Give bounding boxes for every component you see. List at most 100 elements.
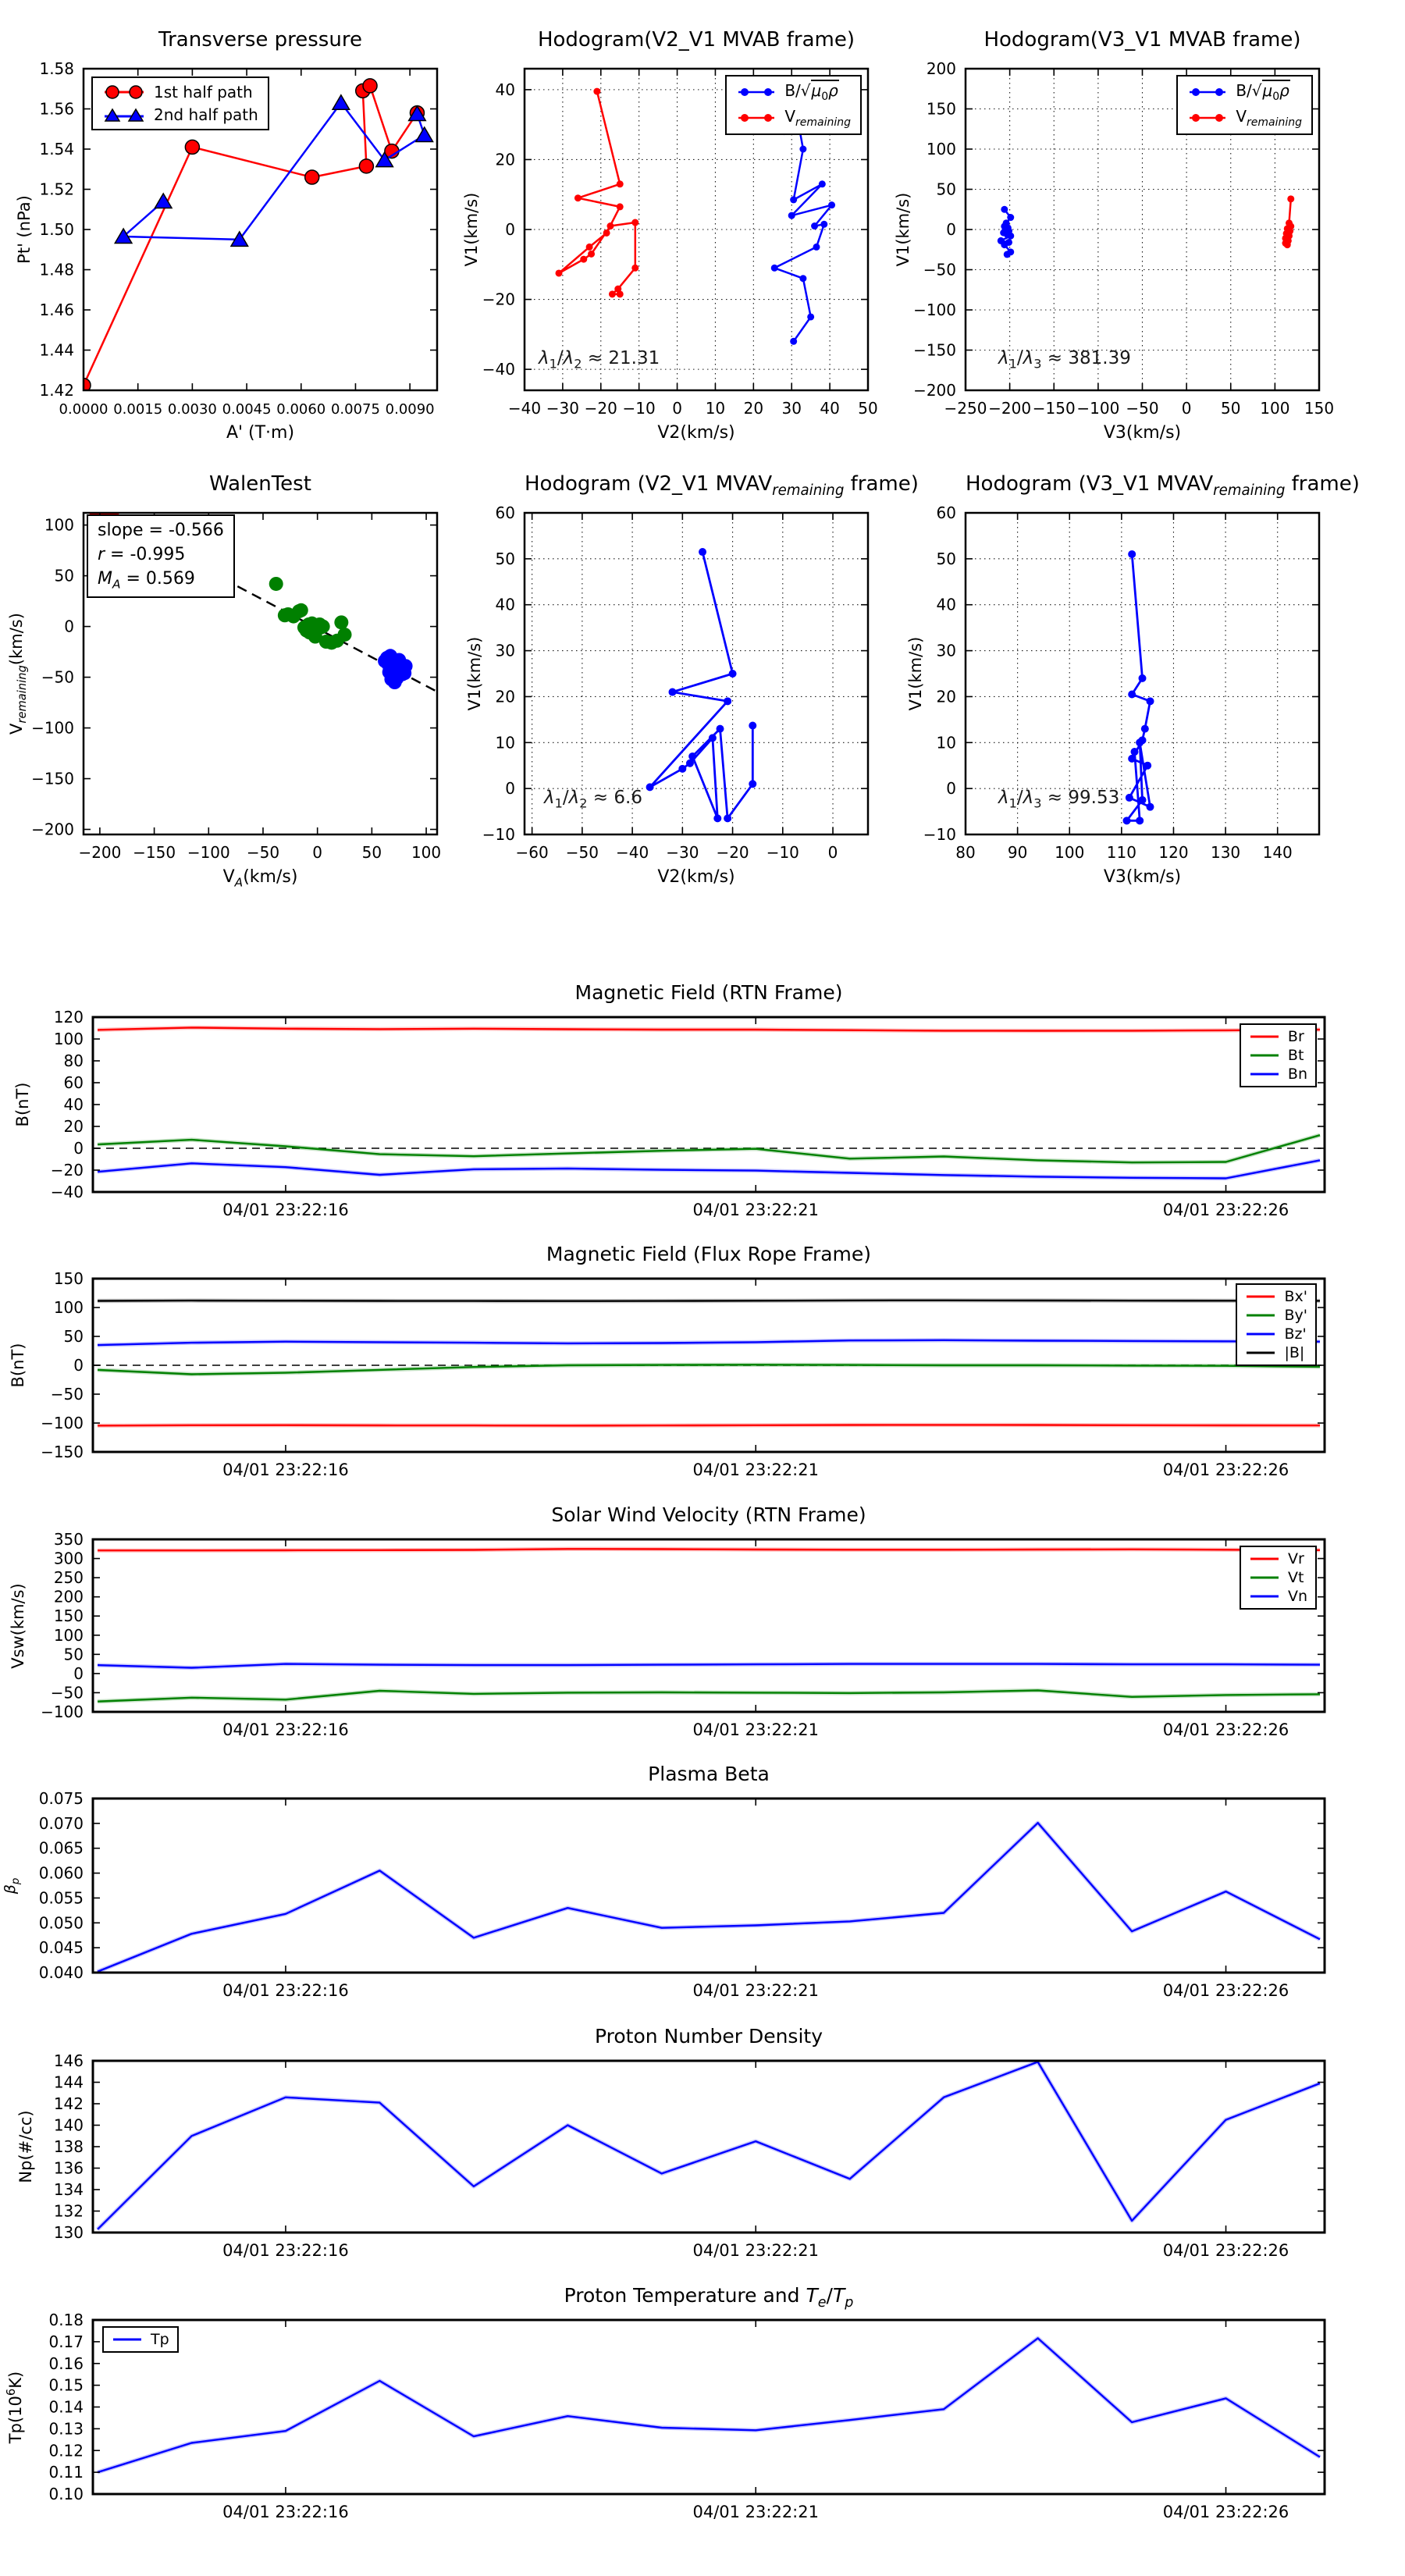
legend-item: 1st half path	[102, 83, 258, 101]
svg-text:80: 80	[64, 1051, 84, 1070]
line-icon	[1245, 1291, 1276, 1302]
chart-title: Hodogram (V2_V1 MVAVremaining frame)	[525, 472, 919, 500]
y-axis-label: Pt' (nPa)	[15, 195, 34, 264]
svg-text:−50: −50	[566, 843, 599, 862]
svg-text:0.0015: 0.0015	[113, 401, 162, 418]
svg-text:30: 30	[781, 399, 801, 418]
legend-label: Vt	[1287, 1569, 1304, 1586]
svg-text:0: 0	[64, 617, 74, 636]
line-icon	[1249, 1572, 1280, 1583]
x-axis-label: VA(km/s)	[222, 867, 298, 890]
svg-text:−40: −40	[482, 360, 515, 379]
line-icon	[1245, 1347, 1276, 1358]
svg-text:04/01 23:22:21: 04/01 23:22:21	[692, 2241, 819, 2260]
line-icon	[112, 2334, 143, 2345]
svg-text:130: 130	[54, 2223, 84, 2242]
svg-text:−100: −100	[1076, 399, 1119, 418]
legend-label: 2nd half path	[154, 105, 258, 124]
legend: Vr Vt Vn	[1239, 1546, 1317, 1610]
svg-text:130: 130	[1211, 843, 1240, 862]
svg-text:04/01 23:22:26: 04/01 23:22:26	[1163, 1720, 1289, 1739]
svg-text:−30: −30	[666, 843, 699, 862]
svg-text:132: 132	[54, 2202, 84, 2221]
svg-text:0.0060: 0.0060	[276, 401, 325, 418]
svg-text:−100: −100	[41, 1703, 84, 1721]
svg-text:−30: −30	[546, 399, 579, 418]
svg-text:1.56: 1.56	[39, 100, 74, 119]
line-icon	[1249, 1591, 1280, 1602]
svg-text:04/01 23:22:16: 04/01 23:22:16	[222, 1201, 349, 1219]
svg-text:−60: −60	[516, 843, 549, 862]
svg-text:04/01 23:22:26: 04/01 23:22:26	[1163, 1201, 1289, 1219]
proton-temperature-plot: Proton Temperature and Te/Tp Tp(106K) 04…	[5, 2284, 1326, 2521]
svg-text:40: 40	[64, 1095, 84, 1114]
magnetic-field-rtn-plot: Magnetic Field (RTN Frame) B(nT) 04/01 2…	[13, 981, 1326, 1219]
svg-text:1.44: 1.44	[39, 341, 74, 360]
svg-text:80: 80	[955, 843, 975, 862]
svg-text:0.065: 0.065	[39, 1839, 84, 1858]
svg-text:200: 200	[927, 59, 956, 78]
plot-area: 04/01 23:22:16 04/01 23:22:21 04/01 23:22:…	[39, 1789, 1326, 2000]
svg-text:04/01 23:22:26: 04/01 23:22:26	[1163, 2241, 1289, 2260]
plot-area: 80 90 100 110 120 130 140 −10 0 10 20 30 40 50 60	[923, 503, 1321, 862]
svg-text:50: 50	[64, 1645, 84, 1663]
svg-text:−150: −150	[41, 1443, 84, 1461]
svg-text:60: 60	[937, 503, 956, 522]
svg-text:−40: −40	[51, 1183, 84, 1201]
svg-text:0: 0	[672, 399, 682, 418]
svg-text:04/01 23:22:16: 04/01 23:22:16	[222, 1981, 349, 2000]
svg-text:0.040: 0.040	[39, 1963, 84, 1982]
y-axis-label: V1(km/s)	[894, 192, 912, 267]
eigenvalue-annotation: λ1/λ2 ≈ 6.6	[544, 788, 642, 811]
legend-item: Vr	[1249, 1550, 1307, 1567]
plot-area: −200 −150 −100 −50 0 50 100 −200 −150 −100 −50 0 50 1…	[31, 511, 441, 862]
svg-text:−20: −20	[51, 1161, 84, 1179]
y-axis-label: Vsw(km/s)	[9, 1582, 27, 1669]
y-axis-label: V1(km/s)	[462, 192, 481, 267]
svg-text:1.42: 1.42	[39, 381, 74, 400]
svg-text:−200: −200	[913, 381, 956, 400]
svg-text:−200: −200	[78, 843, 121, 862]
legend-label: B/√μ0ρ	[1236, 80, 1290, 103]
plot-area: 04/01 23:22:16 04/01 23:22:21 04/01 23:22:…	[51, 1008, 1326, 1219]
svg-text:134: 134	[54, 2180, 84, 2199]
chart-title: Hodogram(V3_V1 MVAB frame)	[984, 28, 1301, 52]
legend-label: By'	[1284, 1307, 1307, 1324]
svg-text:0: 0	[73, 1664, 84, 1683]
plot-area: 04/01 23:22:16 04/01 23:22:21 04/01 23:22:…	[41, 1530, 1326, 1739]
svg-text:50: 50	[55, 567, 74, 585]
legend-item: |B|	[1245, 1344, 1307, 1361]
svg-text:0: 0	[505, 779, 515, 798]
legend-label: |B|	[1284, 1344, 1305, 1361]
svg-text:110: 110	[1107, 843, 1136, 862]
svg-text:−20: −20	[585, 399, 617, 418]
legend-item: Bx'	[1245, 1288, 1307, 1305]
svg-text:04/01 23:22:21: 04/01 23:22:21	[692, 1981, 819, 2000]
svg-text:30: 30	[496, 642, 515, 660]
svg-text:10: 10	[706, 399, 725, 418]
svg-text:300: 300	[54, 1550, 84, 1568]
x-axis-label: V3(km/s)	[1103, 423, 1182, 443]
eigenvalue-annotation: λ1/λ3 ≈ 381.39	[998, 348, 1131, 372]
svg-text:100: 100	[1260, 399, 1289, 418]
chart-title: Plasma Beta	[648, 1763, 770, 1785]
proton-density-plot: Proton Number Density Np(#/cc) 04/01 23:…	[16, 2025, 1326, 2260]
svg-text:0.10: 0.10	[48, 2485, 84, 2503]
svg-text:−150: −150	[133, 843, 176, 862]
svg-text:0.060: 0.060	[39, 1864, 84, 1883]
legend-label: 1st half path	[154, 83, 253, 101]
svg-text:60: 60	[496, 503, 515, 522]
legend-item: Vn	[1249, 1588, 1307, 1605]
svg-text:−150: −150	[913, 341, 956, 360]
transverse-pressure-plot: Transverse pressure Pt' (nPa) A' (T·m) 0…	[15, 28, 439, 443]
chart-title: Proton Number Density	[595, 2025, 823, 2048]
chart-title: Hodogram(V2_V1 MVAB frame)	[537, 28, 855, 52]
svg-text:10: 10	[937, 733, 956, 752]
svg-text:−50: −50	[247, 843, 279, 862]
y-axis-label: B(nT)	[9, 1343, 27, 1388]
walen-test-plot: WalenTest Vremaining(km/s) VA(km/s) −200…	[7, 472, 441, 889]
line-icon	[1249, 1069, 1280, 1080]
svg-text:20: 20	[937, 687, 956, 706]
y-axis-label: Np(#/cc)	[16, 2110, 35, 2183]
x-axis-label: V3(km/s)	[1103, 867, 1182, 887]
